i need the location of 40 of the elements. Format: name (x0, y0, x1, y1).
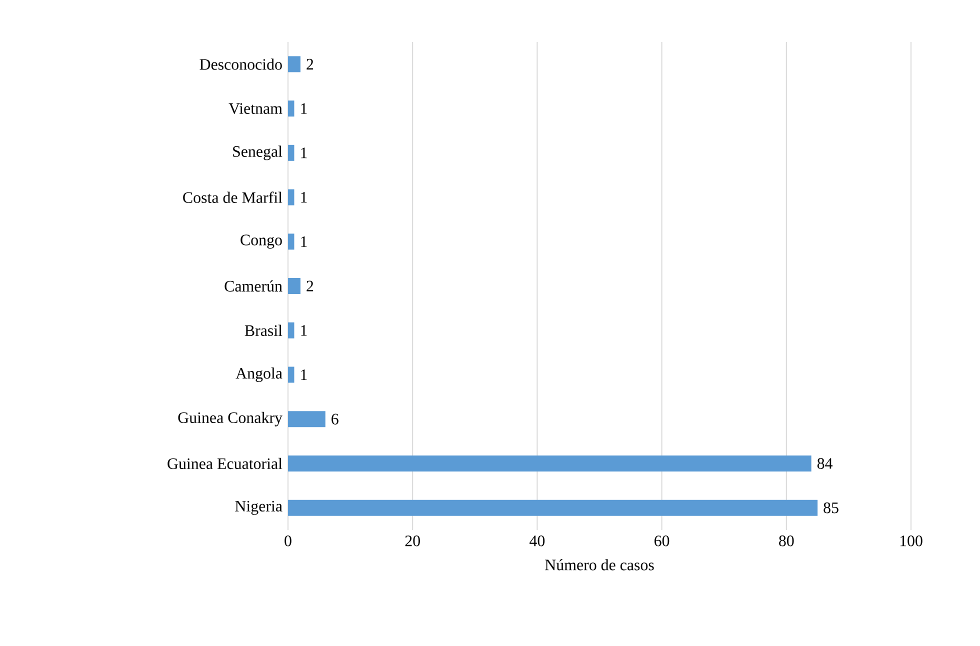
y-tick-label: Guinea Ecuatorial (168, 458, 282, 470)
data-label: 6 (332, 414, 338, 424)
y-tick-label: Angola (236, 367, 282, 382)
data-label: 2 (306, 58, 314, 70)
y-tick-label: Brasil (244, 324, 282, 336)
data-label: 1 (301, 325, 307, 336)
x-axis-title: Número de casos (545, 559, 654, 570)
data-label: 85 (824, 502, 838, 514)
bar (288, 189, 294, 206)
data-label: 1 (301, 369, 307, 380)
bar (288, 455, 812, 472)
y-tick-label: Camerún (224, 280, 282, 292)
data-label: 1 (301, 148, 307, 158)
bar (288, 144, 294, 161)
x-tick-label: 0 (284, 536, 292, 546)
y-tick-label: Guinea Conakry (178, 412, 282, 426)
data-label: 1 (301, 103, 307, 114)
bar (288, 56, 300, 72)
bar (288, 234, 294, 250)
data-label: 84 (817, 458, 833, 469)
bar (288, 500, 818, 516)
y-tick-label: Costa de Marfil (183, 192, 282, 203)
x-tick-label: 20 (405, 536, 420, 546)
y-tick-label: Congo (240, 234, 282, 249)
y-tick-label: Nigeria (235, 500, 282, 515)
x-tick-label: 60 (654, 536, 670, 546)
x-tick-label: 40 (530, 536, 545, 546)
bar (288, 322, 294, 338)
bar (288, 366, 294, 383)
x-tick-label: 80 (779, 536, 794, 546)
data-label: 1 (301, 192, 307, 203)
x-tick-label: 100 (900, 536, 922, 546)
data-label: 2 (306, 280, 314, 292)
data-label: 1 (301, 236, 307, 247)
bar (288, 100, 294, 117)
y-tick-label: Senegal (233, 146, 282, 160)
y-tick-label: Desconocido (200, 58, 282, 70)
y-tick-label: Vietnam (228, 103, 282, 114)
bar (288, 278, 300, 294)
bar (288, 411, 326, 428)
